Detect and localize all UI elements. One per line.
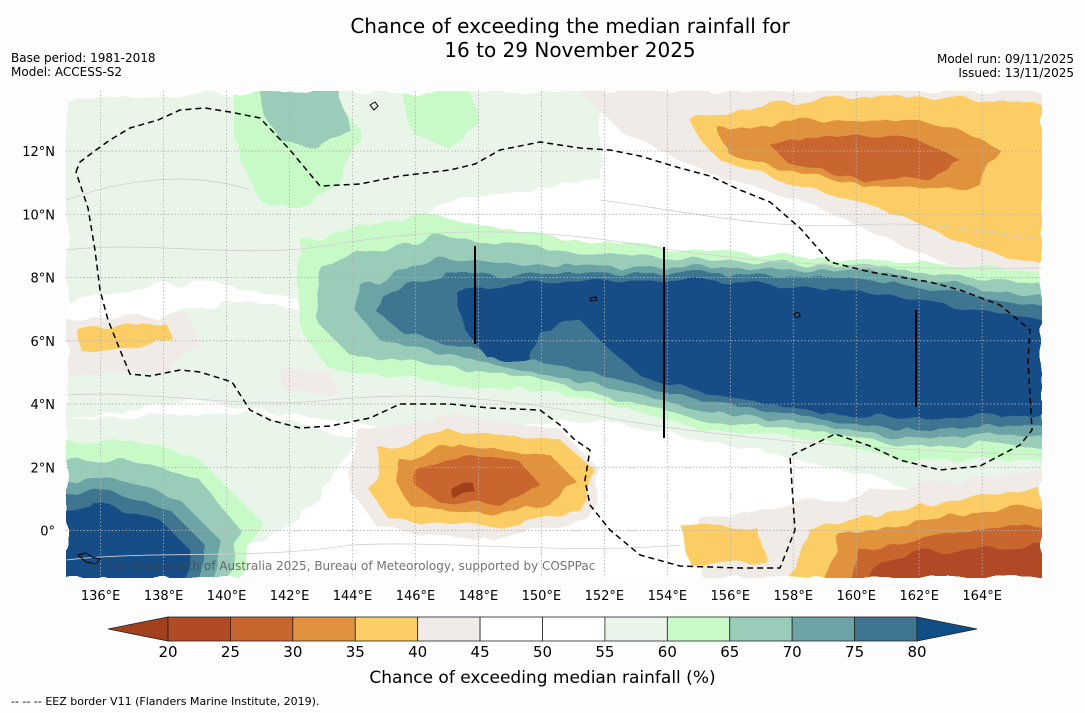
- longitude-label: 144°E: [333, 589, 373, 604]
- longitude-label: 164°E: [962, 589, 1002, 604]
- eez-legend-text: EEZ border V11 (Flanders Marine Institut…: [45, 695, 320, 708]
- latitude-label: 6°N: [31, 335, 56, 350]
- longitude-label: 136°E: [81, 589, 121, 604]
- islands: [76, 101, 801, 565]
- longitude-label: 146°E: [396, 589, 436, 604]
- longitude-label: 154°E: [648, 589, 688, 604]
- island-outline: [589, 296, 598, 302]
- colorbar-tick-label: 55: [595, 643, 615, 661]
- model-run-date: Model run: 09/11/2025: [936, 52, 1074, 66]
- land-features: [474, 246, 917, 438]
- longitude-label: 140°E: [207, 589, 247, 604]
- colorbar-segment: [417, 616, 481, 642]
- colorbar-tick-label: 25: [220, 643, 240, 661]
- colorbar-high-extension: [916, 616, 978, 642]
- colorbar-low-extension: [107, 616, 169, 642]
- rainfall-contours: [66, 91, 1042, 578]
- eez-legend-swatch: -- -- --: [11, 695, 42, 708]
- colorbar-segment: [292, 616, 356, 642]
- run-info: Model run: 09/11/2025 Issued: 13/11/2025: [937, 52, 1074, 80]
- copyright-notice: © Commonwealth of Australia 2025, Bureau…: [90, 559, 595, 573]
- colorbar-segments: [167, 616, 918, 642]
- colorbar-tick-label: 65: [720, 643, 740, 661]
- colorbar-segment: [666, 616, 731, 642]
- model-name: Model: ACCESS-S2: [11, 65, 123, 79]
- issued-date: Issued: 13/11/2025: [958, 66, 1074, 80]
- colorbar-segment: [167, 616, 231, 642]
- latitude-label: 12°N: [22, 145, 55, 160]
- longitude-label: 152°E: [585, 589, 625, 604]
- longitude-label: 162°E: [899, 589, 939, 604]
- longitude-label: 160°E: [836, 589, 876, 604]
- longitude-label: 156°E: [711, 589, 751, 604]
- colorbar-tick-label: 20: [158, 643, 178, 661]
- longitude-label: 138°E: [144, 589, 184, 604]
- colorbar-segment: [791, 616, 855, 642]
- colorbar-segment: [854, 616, 918, 642]
- island-outline: [793, 312, 801, 318]
- colorbar-tick-label: 45: [470, 643, 490, 661]
- legend-footer: -- -- -- EEZ border V11 (Flanders Marine…: [11, 695, 319, 708]
- colorbar-tick-label: 30: [283, 643, 303, 661]
- meridian-lines: [100, 91, 983, 578]
- colorbar-title: Chance of exceeding median rainfall (%): [369, 668, 716, 688]
- latitude-label: 8°N: [31, 272, 56, 287]
- colorbar-segment: [354, 616, 419, 642]
- base-period: Base period: 1981-2018: [11, 51, 156, 65]
- colorbar-segment: [479, 616, 543, 642]
- longitude-label: 148°E: [459, 589, 499, 604]
- latitude-label: 4°N: [31, 398, 56, 413]
- colorbar: [107, 616, 978, 642]
- longitude-label: 142°E: [270, 589, 310, 604]
- colorbar-segment: [604, 616, 668, 642]
- colorbar-tick-label: 75: [845, 643, 865, 661]
- parallel-lines: [66, 150, 1042, 531]
- latitude-labels: 12°N 10°N 8°N 6°N 4°N 2°N 0°: [22, 145, 55, 539]
- latitude-label: 2°N: [31, 461, 56, 476]
- colorbar-segment: [542, 616, 606, 642]
- title-line-1: Chance of exceeding the median rainfall …: [350, 14, 790, 38]
- latitude-label: 10°N: [22, 208, 55, 223]
- island-outline: [369, 101, 379, 111]
- colorbar-tick-label: 50: [532, 643, 553, 661]
- colorbar-tick-label: 60: [657, 643, 677, 661]
- map-title: Chance of exceeding the median rainfall …: [0, 14, 1085, 62]
- colorbar-tick-label: 80: [907, 643, 927, 661]
- colorbar-tick-label: 70: [782, 643, 802, 661]
- longitude-labels: 136°E 138°E 140°E 142°E 144°E 146°E 148°E 150°E…: [81, 589, 1002, 604]
- colorbar-tick-label: 35: [345, 643, 365, 661]
- colorbar-tick-label: 40: [408, 643, 428, 661]
- longitude-label: 150°E: [522, 589, 562, 604]
- title-line-2: 16 to 29 November 2025: [444, 38, 696, 62]
- eez-border: [75, 107, 1033, 569]
- colorbar-segment: [230, 616, 294, 642]
- island-outline: [76, 552, 101, 565]
- map-area[interactable]: © Commonwealth of Australia 2025, Bureau…: [66, 91, 1042, 578]
- latitude-label: 0°: [40, 525, 55, 540]
- graticule: [66, 91, 1042, 578]
- longitude-label: 158°E: [774, 589, 814, 604]
- colorbar-segment: [729, 616, 793, 642]
- model-info: Base period: 1981-2018 Model: ACCESS-S2: [11, 51, 156, 79]
